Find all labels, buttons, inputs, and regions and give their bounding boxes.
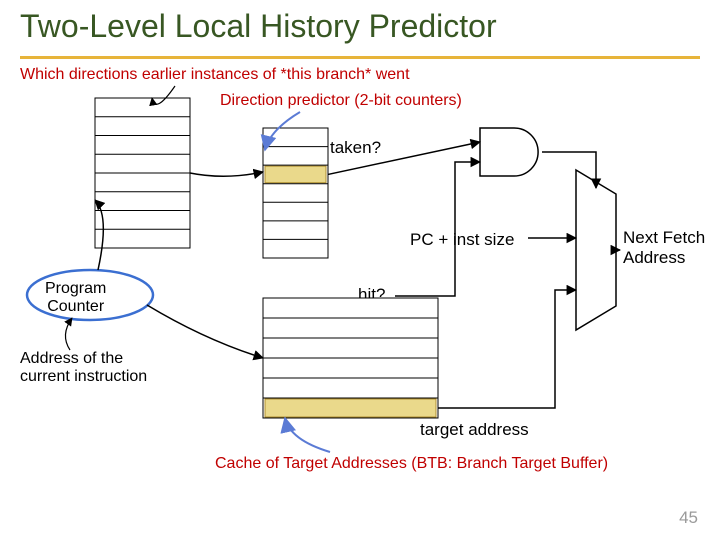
label-taken: taken? bbox=[330, 138, 381, 158]
label-target-address: target address bbox=[420, 420, 529, 440]
label-addr-current: Address of the current instruction bbox=[20, 350, 147, 387]
label-pc-plus: PC + inst size bbox=[410, 230, 514, 250]
label-dir-predictor: Direction predictor (2-bit counters) bbox=[220, 92, 462, 110]
label-hit: hit? bbox=[358, 285, 385, 305]
subtitle: Which directions earlier instances of *t… bbox=[20, 66, 410, 84]
label-next-fetch: Next Fetch Address bbox=[623, 228, 705, 267]
title-rule bbox=[20, 56, 700, 59]
page-number: 45 bbox=[679, 508, 698, 528]
slide-title: Two-Level Local History Predictor bbox=[20, 8, 497, 45]
label-btb: Cache of Target Addresses (BTB: Branch T… bbox=[215, 455, 608, 473]
label-program-counter: Program Counter bbox=[45, 280, 106, 317]
